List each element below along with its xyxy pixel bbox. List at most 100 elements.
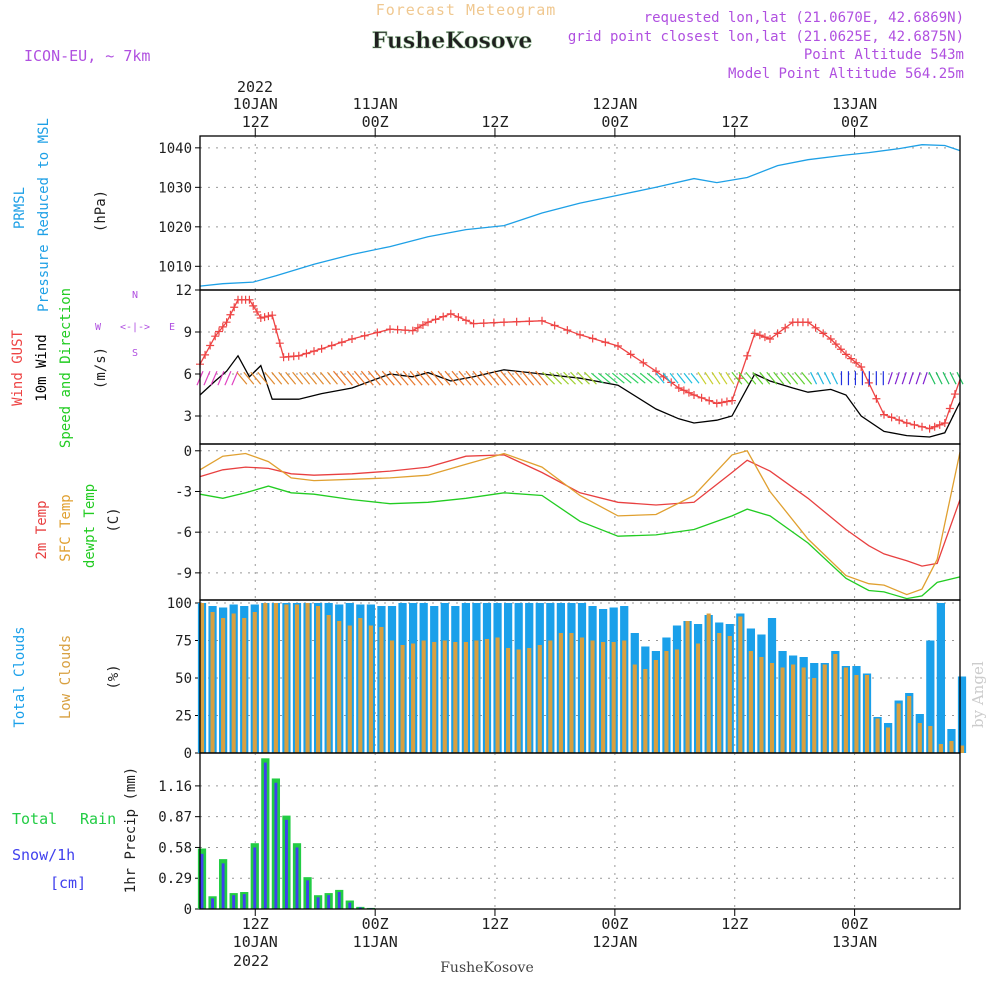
- wind-barb: [591, 372, 604, 384]
- gust-marker: [945, 404, 954, 413]
- gust-marker: [386, 325, 394, 334]
- gust-marker: [872, 394, 881, 403]
- wind-barb: [332, 370, 346, 386]
- wind-barb: [922, 372, 928, 385]
- bar-inner-3-35: [569, 633, 574, 753]
- gust-marker: [253, 307, 261, 316]
- gust-marker: [373, 328, 382, 337]
- wind-barb: [894, 372, 900, 385]
- gust-marker: [479, 319, 488, 328]
- bottom-year: 2022: [233, 952, 269, 970]
- bar-inner-3-68: [917, 723, 922, 753]
- wind-barb: [625, 372, 639, 384]
- ytick-label-0-1: 1020: [158, 220, 192, 236]
- gust-marker: [760, 333, 769, 342]
- gust-marker: [674, 384, 683, 392]
- bar-inner-3-26: [474, 640, 479, 753]
- label-low-clouds: Low Clouds: [58, 635, 74, 719]
- wind-barb: [313, 371, 324, 385]
- bar-inner-3-53: [759, 657, 764, 753]
- wind-barb: [823, 371, 832, 385]
- bar-inner-3-10: [305, 603, 310, 753]
- bar-inner-3-27: [484, 639, 490, 753]
- wind-barb: [423, 370, 437, 386]
- bar-inner-3-25: [463, 642, 468, 753]
- gust-marker: [413, 323, 422, 332]
- compass-rose: N W <-|-> E S: [95, 290, 175, 359]
- wind-barb: [236, 371, 248, 385]
- closest-lonlat: grid point closest lon,lat (21.0625E, 42…: [568, 29, 964, 45]
- ytick-label-4-1: 0.29: [158, 871, 192, 887]
- bar-inner-3-8: [284, 604, 289, 753]
- gust-marker: [826, 335, 835, 343]
- wind-barb: [388, 370, 402, 386]
- gust-marker: [272, 325, 280, 334]
- bar-inner-3-9: [294, 604, 300, 753]
- bar-inner-3-71: [949, 741, 954, 753]
- top-time-label-1: 00Z: [362, 113, 389, 131]
- series-line-2-1: [199, 450, 961, 596]
- gust-marker: [588, 334, 597, 343]
- gust-marker: [684, 388, 693, 397]
- ytick-label-3-0: 0: [184, 746, 192, 762]
- bar-inner-3-30: [516, 649, 521, 753]
- wind-barb: [395, 370, 409, 386]
- gust-marker: [831, 340, 840, 349]
- wind-barb: [472, 370, 486, 386]
- wind-barb: [451, 370, 465, 386]
- bar-inner-3-66: [896, 703, 901, 753]
- wind-barb: [353, 370, 367, 386]
- wind-barb: [549, 371, 563, 385]
- wind-barb: [683, 372, 693, 384]
- wind-barb: [203, 370, 211, 386]
- wind-barb: [718, 371, 728, 385]
- gust-marker: [418, 321, 427, 329]
- label-cm: [cm]: [50, 874, 86, 892]
- bottom-day-label-1: 11JAN: [353, 933, 398, 951]
- bar-inner-3-31: [527, 648, 532, 753]
- wind-barb: [299, 371, 311, 385]
- label-dewpt-temp: dewpt Temp: [82, 484, 98, 568]
- ytick-label-2-1: -6: [175, 525, 192, 541]
- gust-marker: [393, 325, 402, 334]
- gust-marker: [910, 420, 919, 429]
- bar-inner-3-34: [558, 633, 563, 753]
- wind-barb: [901, 372, 907, 385]
- bar-3-70: [936, 603, 946, 753]
- model-label: ICON-EU, ~ 7km: [24, 47, 150, 65]
- wind-barb: [381, 370, 395, 386]
- wind-barb: [493, 370, 507, 386]
- wind-barb: [306, 371, 318, 385]
- ytick-label-0-0: 1010: [158, 259, 192, 275]
- wind-barb: [465, 370, 479, 386]
- requested-lonlat: requested lon,lat (21.0670E, 42.6869N): [644, 10, 964, 26]
- bar-inner-3-18: [389, 640, 395, 753]
- gust-marker: [337, 338, 346, 347]
- label-10m-wind: 10m Wind: [34, 334, 50, 401]
- bar-inner-3-59: [822, 664, 827, 753]
- bar-3-72: [957, 676, 967, 753]
- wind-barb: [224, 370, 232, 386]
- wind-barb: [928, 371, 936, 385]
- gust-marker: [462, 316, 470, 325]
- bar-inner-3-17: [379, 627, 384, 753]
- gust-marker: [454, 313, 463, 322]
- bar-inner-3-42: [643, 669, 648, 753]
- wind-barb: [264, 371, 276, 385]
- gust-marker: [550, 321, 559, 330]
- wind-barb: [646, 372, 660, 384]
- wind-barb: [210, 370, 218, 386]
- gust-marker: [950, 390, 959, 399]
- gust-marker: [268, 311, 277, 320]
- series-line-0-0: [199, 144, 961, 287]
- bar-inner-3-1: [210, 612, 215, 753]
- point-altitude: Point Altitude 543m: [804, 47, 964, 63]
- wind-barb: [486, 370, 500, 386]
- gust-marker: [601, 338, 610, 347]
- wind-barb: [787, 371, 799, 385]
- bar-inner-3-23: [442, 640, 447, 753]
- series-line-2-0: [199, 454, 961, 567]
- gust-marker: [773, 329, 782, 338]
- bottom-time-label-0: 12Z: [242, 915, 269, 933]
- bar-inner-4-12: [327, 895, 331, 909]
